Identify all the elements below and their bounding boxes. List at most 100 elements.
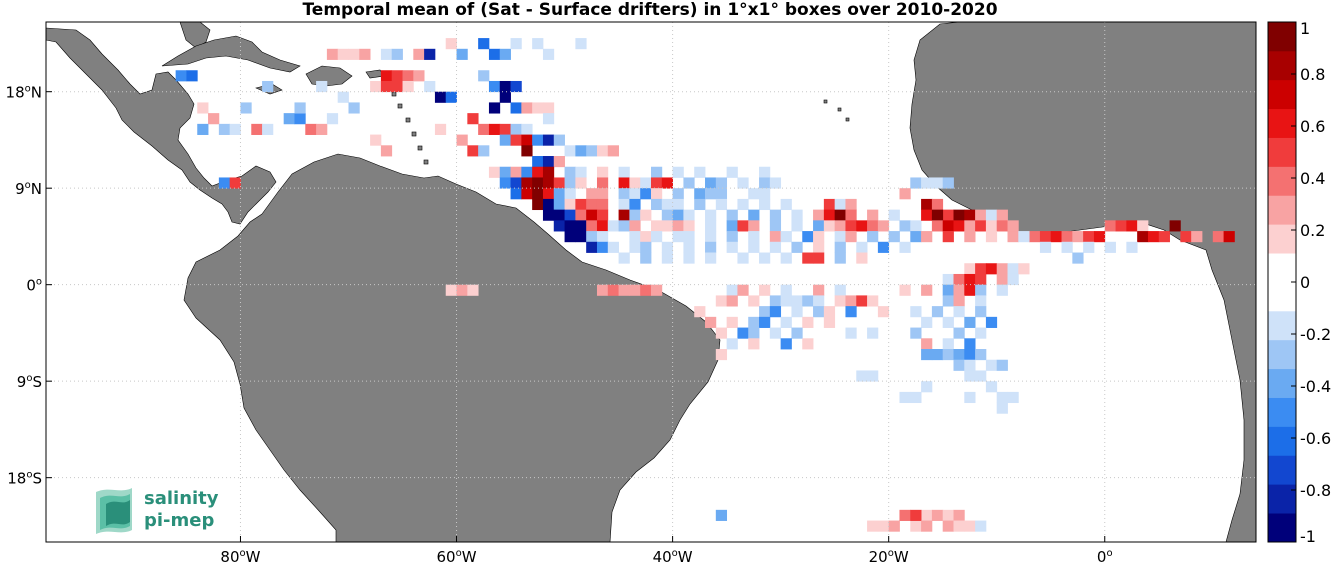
anomaly-cell xyxy=(510,38,522,50)
anomaly-cell xyxy=(618,198,630,211)
anomaly-cell xyxy=(942,231,954,243)
logo-line1: salinity xyxy=(144,488,219,509)
anomaly-cell xyxy=(845,327,857,339)
anomaly-cell xyxy=(1147,231,1160,243)
anomaly-cell xyxy=(996,391,1008,404)
anomaly-cell xyxy=(931,509,944,521)
anomaly-cell xyxy=(780,252,792,264)
anomaly-cell xyxy=(975,273,987,286)
anomaly-cell xyxy=(910,509,922,521)
colorbar: 1 0.8 0.6 0.4 0.2 0 -0.2 -0.4 -0.6 -0.8 -1 xyxy=(1267,19,1331,546)
anomaly-cell xyxy=(953,220,965,232)
anomaly-cell xyxy=(899,391,911,404)
anomaly-cell xyxy=(553,209,565,221)
anomaly-cell xyxy=(629,177,641,189)
anomaly-cell xyxy=(705,209,717,221)
colorbar-segment xyxy=(1268,22,1296,52)
anomaly-cell xyxy=(845,306,857,318)
colorbar-segment xyxy=(1268,253,1296,283)
anomaly-cell xyxy=(640,252,652,264)
anomaly-cell xyxy=(759,198,771,211)
anomaly-cell xyxy=(564,188,576,200)
anomaly-cell xyxy=(1169,220,1181,232)
anomaly-cell xyxy=(737,198,749,211)
anomaly-cell xyxy=(834,241,846,253)
anomaly-cell xyxy=(542,198,555,211)
anomaly-cell xyxy=(1039,231,1052,243)
anomaly-cell xyxy=(661,241,673,253)
anomaly-cell xyxy=(931,306,944,318)
anomaly-cell xyxy=(316,80,328,93)
y-tick-label: 9oN xyxy=(15,180,42,198)
anomaly-cell xyxy=(607,284,619,296)
anomaly-cell xyxy=(985,231,998,243)
anomaly-cell xyxy=(802,295,814,307)
anomaly-cell xyxy=(488,48,501,60)
anomaly-cell xyxy=(618,284,630,296)
anomaly-cell xyxy=(759,306,771,318)
anomaly-cell xyxy=(856,220,868,232)
anomaly-cell xyxy=(575,209,587,221)
anomaly-cell xyxy=(975,263,987,275)
anomaly-cell xyxy=(823,316,836,328)
land-cuba xyxy=(161,35,301,73)
anomaly-cell xyxy=(748,327,760,339)
anomaly-cell xyxy=(845,220,857,232)
anomaly-cell xyxy=(197,123,209,135)
anomaly-cell xyxy=(726,231,738,243)
anomaly-cell xyxy=(802,231,814,243)
anomaly-cell xyxy=(759,177,771,189)
anomaly-cell xyxy=(813,231,825,243)
anomaly-cell xyxy=(499,91,511,103)
anomaly-cell xyxy=(661,198,673,211)
x-tick-label: 80oW xyxy=(220,548,260,564)
anomaly-cell xyxy=(542,113,555,125)
anomaly-cell xyxy=(488,102,501,114)
anomaly-cell xyxy=(834,252,846,264)
anomaly-cell xyxy=(921,338,933,350)
anomaly-cell xyxy=(651,284,663,296)
anomaly-cell xyxy=(683,209,695,221)
anomaly-cell xyxy=(1050,231,1062,243)
anomaly-cell xyxy=(964,520,976,532)
anomaly-cell xyxy=(856,252,868,264)
anomaly-cell xyxy=(262,123,274,135)
anomaly-cell xyxy=(553,156,565,168)
land-africa xyxy=(909,22,1256,542)
anomaly-cell xyxy=(618,220,630,232)
anomaly-cell xyxy=(229,123,241,135)
anomaly-cell xyxy=(683,220,695,232)
anomaly-cell xyxy=(542,156,555,168)
land-florida xyxy=(179,22,211,49)
anomaly-cell xyxy=(596,231,609,243)
anomaly-cell xyxy=(780,338,792,350)
colorbar-tick-label: 0.4 xyxy=(1300,169,1325,188)
anomaly-cell xyxy=(899,220,911,232)
anomaly-cell xyxy=(564,177,576,189)
anomaly-cell xyxy=(218,177,231,189)
colorbar-segment xyxy=(1268,484,1296,514)
anomaly-cell xyxy=(629,198,641,211)
anomaly-cell xyxy=(705,252,717,264)
anomaly-cell xyxy=(629,209,641,221)
colorbar-segment xyxy=(1268,166,1296,196)
anomaly-cell xyxy=(575,166,587,178)
anomaly-cell xyxy=(510,102,522,114)
anomaly-cell xyxy=(964,284,976,296)
anomaly-cell xyxy=(316,123,328,135)
anomaly-cell xyxy=(575,220,587,232)
anomaly-cell xyxy=(1007,220,1019,232)
anomaly-cell xyxy=(521,177,533,189)
salinity-waves-icon xyxy=(96,488,132,534)
anomaly-cell xyxy=(942,349,954,361)
anomaly-cell xyxy=(942,520,954,532)
anomaly-cell xyxy=(769,241,782,253)
anomaly-cell xyxy=(791,306,803,318)
anomaly-cell xyxy=(975,327,987,339)
anomaly-cell xyxy=(694,166,706,178)
colorbar-segment xyxy=(1268,50,1296,81)
anomaly-cell xyxy=(337,91,349,103)
anomaly-cell xyxy=(899,241,911,253)
anomaly-cell xyxy=(618,188,630,200)
